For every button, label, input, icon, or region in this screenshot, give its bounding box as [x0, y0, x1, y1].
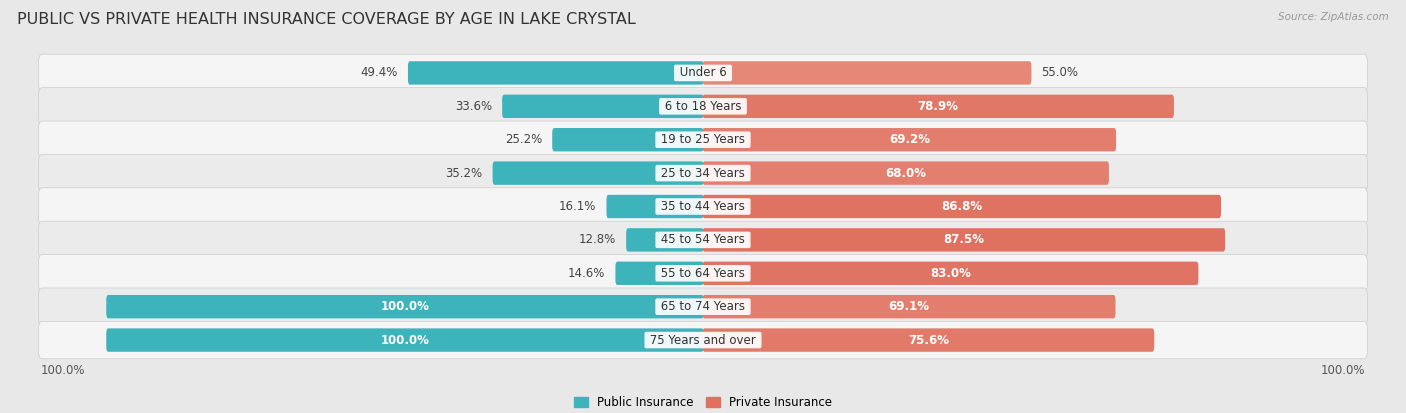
Text: 68.0%: 68.0%	[886, 166, 927, 180]
Text: 19 to 25 Years: 19 to 25 Years	[657, 133, 749, 146]
Text: 86.8%: 86.8%	[941, 200, 983, 213]
FancyBboxPatch shape	[38, 188, 1368, 225]
Text: 12.8%: 12.8%	[579, 233, 616, 247]
Text: Source: ZipAtlas.com: Source: ZipAtlas.com	[1278, 12, 1389, 22]
FancyBboxPatch shape	[502, 95, 703, 118]
FancyBboxPatch shape	[38, 221, 1368, 259]
Text: 14.6%: 14.6%	[568, 267, 606, 280]
Text: 100.0%: 100.0%	[381, 300, 429, 313]
FancyBboxPatch shape	[626, 228, 703, 252]
FancyBboxPatch shape	[408, 61, 703, 85]
Text: Under 6: Under 6	[676, 66, 730, 79]
Text: 100.0%: 100.0%	[41, 364, 84, 377]
FancyBboxPatch shape	[38, 254, 1368, 292]
Text: PUBLIC VS PRIVATE HEALTH INSURANCE COVERAGE BY AGE IN LAKE CRYSTAL: PUBLIC VS PRIVATE HEALTH INSURANCE COVER…	[17, 12, 636, 27]
Text: 100.0%: 100.0%	[1322, 364, 1365, 377]
FancyBboxPatch shape	[616, 261, 703, 285]
Text: 35 to 44 Years: 35 to 44 Years	[657, 200, 749, 213]
FancyBboxPatch shape	[703, 328, 1154, 352]
FancyBboxPatch shape	[38, 321, 1368, 359]
Text: 49.4%: 49.4%	[360, 66, 398, 79]
Text: 16.1%: 16.1%	[560, 200, 596, 213]
Text: 25.2%: 25.2%	[505, 133, 543, 146]
FancyBboxPatch shape	[492, 161, 703, 185]
Text: 75.6%: 75.6%	[908, 334, 949, 347]
Text: 83.0%: 83.0%	[929, 267, 972, 280]
Text: 69.1%: 69.1%	[889, 300, 929, 313]
FancyBboxPatch shape	[703, 128, 1116, 152]
FancyBboxPatch shape	[703, 95, 1174, 118]
Text: 55.0%: 55.0%	[1042, 66, 1078, 79]
FancyBboxPatch shape	[703, 295, 1115, 318]
FancyBboxPatch shape	[703, 228, 1225, 252]
FancyBboxPatch shape	[38, 288, 1368, 325]
FancyBboxPatch shape	[606, 195, 703, 218]
Text: 55 to 64 Years: 55 to 64 Years	[657, 267, 749, 280]
Text: 69.2%: 69.2%	[889, 133, 929, 146]
Text: 75 Years and over: 75 Years and over	[647, 334, 759, 347]
Text: 6 to 18 Years: 6 to 18 Years	[661, 100, 745, 113]
FancyBboxPatch shape	[703, 261, 1198, 285]
Text: 78.9%: 78.9%	[918, 100, 959, 113]
FancyBboxPatch shape	[38, 121, 1368, 159]
FancyBboxPatch shape	[553, 128, 703, 152]
FancyBboxPatch shape	[703, 195, 1220, 218]
FancyBboxPatch shape	[107, 295, 703, 318]
Text: 100.0%: 100.0%	[381, 334, 429, 347]
Text: 33.6%: 33.6%	[456, 100, 492, 113]
Text: 45 to 54 Years: 45 to 54 Years	[657, 233, 749, 247]
FancyBboxPatch shape	[38, 54, 1368, 92]
FancyBboxPatch shape	[38, 154, 1368, 192]
Text: 25 to 34 Years: 25 to 34 Years	[657, 166, 749, 180]
Text: 87.5%: 87.5%	[943, 233, 984, 247]
FancyBboxPatch shape	[703, 161, 1109, 185]
Text: 35.2%: 35.2%	[446, 166, 482, 180]
Legend: Public Insurance, Private Insurance: Public Insurance, Private Insurance	[569, 392, 837, 413]
Text: 65 to 74 Years: 65 to 74 Years	[657, 300, 749, 313]
FancyBboxPatch shape	[38, 88, 1368, 125]
FancyBboxPatch shape	[703, 61, 1032, 85]
FancyBboxPatch shape	[107, 328, 703, 352]
